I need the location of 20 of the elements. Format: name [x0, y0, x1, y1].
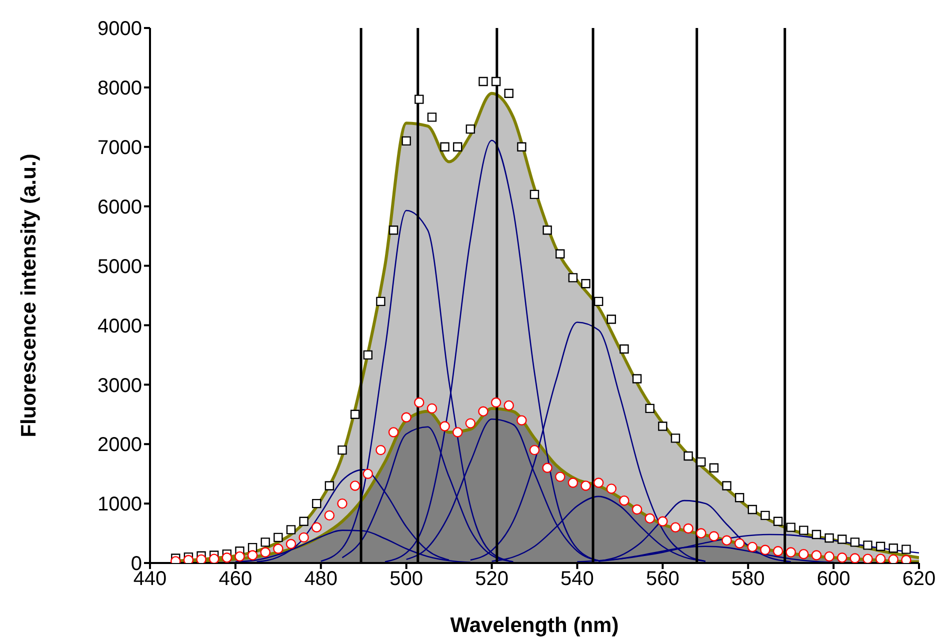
x-tick-label: 600 — [816, 568, 850, 590]
y-tick-label: 8000 — [98, 78, 142, 100]
y-axis-title: Fluorescence intensity (a.u.) — [17, 154, 40, 438]
y-tick-label: 7000 — [98, 136, 142, 159]
y-tick-label: 5000 — [98, 256, 142, 278]
y-tick-label: 6000 — [98, 196, 142, 218]
x-tick-label: 540 — [560, 568, 594, 590]
x-tick-label: 520 — [475, 568, 508, 590]
x-tick-label: 500 — [390, 568, 424, 590]
y-tick-label: 3000 — [98, 374, 142, 397]
y-tick-label: 1000 — [98, 494, 142, 516]
y-tick-label: 4000 — [98, 315, 142, 338]
x-axis-title: Wavelength (nm) — [450, 614, 619, 637]
x-tick-label: 480 — [304, 568, 338, 590]
x-tick-label: 620 — [902, 568, 936, 590]
y-tick-label: 2000 — [98, 434, 142, 456]
y-tick-label: 9000 — [98, 18, 142, 40]
x-tick-label: 580 — [731, 568, 765, 590]
x-tick-label: 560 — [646, 568, 680, 590]
x-tick-label: 460 — [218, 568, 252, 590]
